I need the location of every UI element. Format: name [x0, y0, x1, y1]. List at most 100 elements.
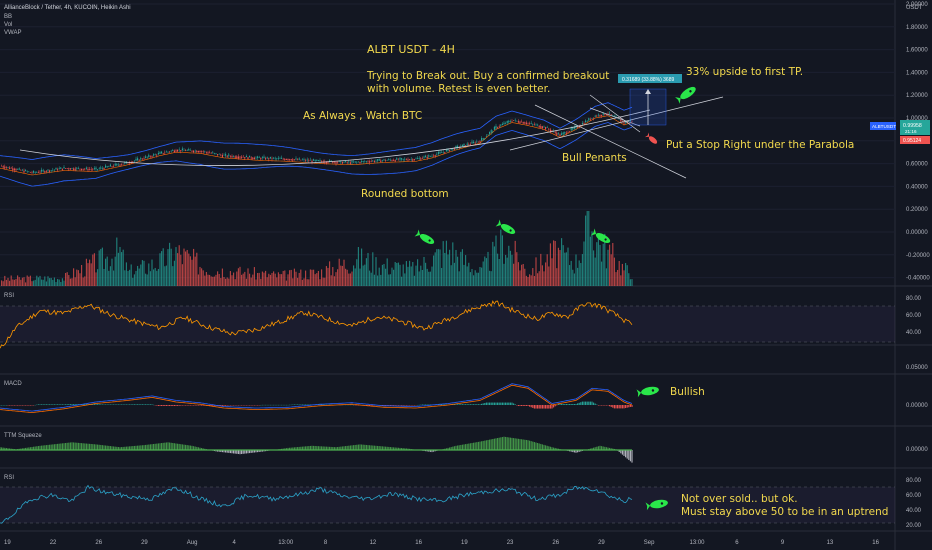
volume-bar	[47, 276, 49, 286]
annotation-rsi-line2[interactable]: Must stay above 50 to be in an uptrend	[681, 506, 888, 518]
volume-bar	[506, 257, 508, 286]
ttm-bar	[249, 450, 251, 454]
candle-body	[73, 168, 75, 170]
pennant-line-3[interactable]	[589, 107, 641, 127]
volume-bar	[329, 261, 331, 286]
candle-body	[122, 163, 124, 165]
candle-body	[276, 158, 278, 160]
indicator-vwap[interactable]: VWAP	[4, 30, 21, 36]
indicator-bb[interactable]: BB	[4, 14, 12, 20]
symbol-title[interactable]: AllianceBlock / Tether, 4h, KUCOIN, Heik…	[4, 5, 131, 11]
macd-hist-bar	[201, 405, 203, 406]
ttm-bar	[325, 446, 327, 450]
pennant-upper-line[interactable]	[534, 104, 687, 179]
volume-bar	[65, 272, 67, 286]
ttm-bar	[474, 442, 476, 450]
ttm-bar	[373, 445, 375, 450]
annotation-btc[interactable]: As Always , Watch BTC	[303, 110, 422, 122]
ttm-bar	[308, 446, 310, 450]
volume-bar	[485, 258, 487, 286]
volume-bar	[297, 277, 299, 286]
volume-bar	[413, 275, 415, 286]
ttm-bar	[573, 450, 575, 453]
candle-body	[285, 158, 287, 160]
candle-body	[189, 149, 191, 151]
macd-hist-bar	[169, 405, 171, 406]
volume-bar	[516, 252, 518, 286]
volume-bar	[319, 279, 321, 286]
macd-hist-bar	[73, 404, 75, 405]
ttm-bar	[253, 450, 255, 453]
candle-body	[269, 156, 271, 159]
indicator-vol[interactable]: Vol	[4, 22, 12, 28]
volume-bar	[353, 265, 355, 286]
time-tick-label: 23	[507, 540, 514, 546]
volume-bar	[117, 252, 119, 286]
candle-body	[306, 159, 308, 161]
annotation-line1[interactable]: Trying to Break out. Buy a confirmed bre…	[366, 70, 609, 82]
ttm-bar	[81, 443, 83, 450]
candle-body	[213, 153, 215, 154]
volume-bar	[156, 270, 158, 286]
annotation-line2[interactable]: with volume. Retest is even better.	[367, 83, 550, 95]
ttm-pane-title[interactable]: TTM Squeeze	[4, 433, 42, 439]
pennant-lower-line[interactable]	[509, 96, 724, 151]
annotation-bottom[interactable]: Rounded bottom	[361, 188, 449, 200]
ttm-bar	[124, 446, 126, 450]
time-tick-label: 29	[141, 540, 148, 546]
annotation-upside[interactable]: 33% upside to first TP.	[686, 66, 803, 78]
volume-bar	[628, 273, 630, 286]
annotation-rsi-line1[interactable]: Not over sold.. but ok.	[681, 493, 798, 505]
ttm-bar	[130, 446, 132, 450]
annotation-bullish[interactable]: Bullish	[670, 386, 705, 398]
ttm-bar	[609, 447, 611, 450]
volume-bar	[522, 263, 524, 286]
rsi-path	[0, 300, 633, 349]
ttm-bar	[444, 448, 446, 450]
macd-pane-title[interactable]: MACD	[4, 381, 22, 387]
parabola-curve[interactable]	[19, 109, 651, 166]
annotation-title[interactable]: ALBT USDT - 4H	[367, 43, 455, 56]
ttm-bar	[621, 450, 623, 455]
ttm-bar	[333, 447, 335, 450]
ttm-bar	[602, 446, 604, 450]
currency-label[interactable]: USDT	[906, 5, 923, 11]
candle-body	[284, 158, 286, 161]
volume-bar	[580, 263, 582, 286]
macd-hist-bar	[138, 404, 140, 405]
ttm-bar	[578, 450, 580, 452]
ttm-bar	[556, 448, 558, 450]
volume-bar	[623, 270, 625, 286]
volume-bar	[375, 257, 377, 286]
candle-body	[391, 159, 393, 161]
ttm-bar	[33, 446, 35, 450]
annotation-penants[interactable]: Bull Penants	[562, 152, 627, 164]
ttm-bar	[215, 450, 217, 452]
ttm-bar	[244, 450, 246, 454]
ttm-bar	[89, 443, 91, 450]
annotation-stop[interactable]: Put a Stop Right under the Parabola	[666, 139, 854, 151]
volume-bar	[513, 263, 515, 286]
ttm-bar	[7, 448, 9, 450]
rsi-pane-title[interactable]: RSI	[4, 293, 14, 299]
rsi2-pane-title[interactable]: RSI	[4, 475, 14, 481]
candle-body	[335, 161, 337, 164]
pennant-line-2[interactable]	[589, 94, 641, 133]
candle-body	[501, 123, 503, 126]
candle-body	[127, 162, 129, 164]
ttm-bar	[509, 437, 511, 450]
ttm-bar	[297, 447, 299, 450]
candle-body	[570, 127, 572, 131]
volume-bar	[409, 260, 411, 286]
volume-bar	[9, 280, 11, 286]
volume-bar	[452, 242, 454, 286]
candle-body	[26, 171, 28, 172]
ttm-bar	[31, 446, 33, 450]
candle-body	[569, 131, 571, 132]
volume-bar	[407, 266, 409, 286]
candle-body	[530, 122, 532, 124]
candle-body	[300, 159, 302, 161]
candle-body	[79, 168, 81, 170]
ttm-bar	[338, 446, 340, 450]
